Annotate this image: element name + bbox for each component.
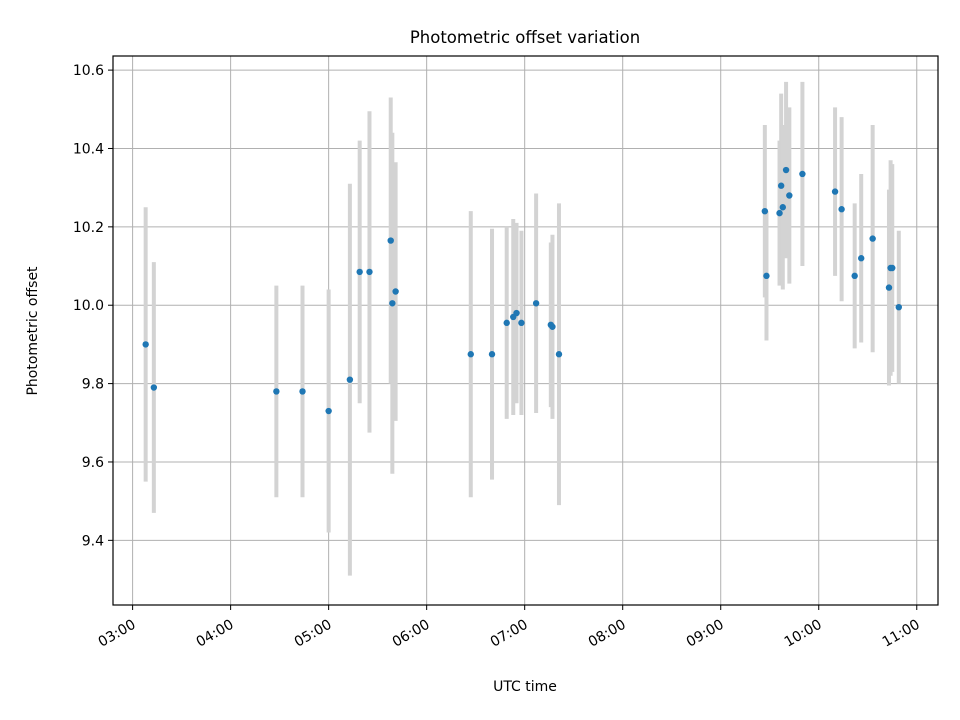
data-point <box>142 341 149 348</box>
chart-title: Photometric offset variation <box>410 28 640 47</box>
data-point <box>518 319 525 327</box>
x-tick-label: 08:00 <box>586 617 629 651</box>
data-point <box>831 188 839 195</box>
data-point <box>885 284 893 291</box>
data-point <box>799 170 806 178</box>
data-point <box>858 255 865 262</box>
y-tick-label: 10.2 <box>73 220 104 236</box>
data-point <box>782 166 790 174</box>
data-point <box>366 268 373 276</box>
data-point <box>503 319 510 327</box>
data-point <box>325 407 332 415</box>
data-point <box>761 207 769 215</box>
x-tick-label: 09:00 <box>684 617 727 651</box>
x-axis-label: UTC time <box>493 679 557 695</box>
data-point <box>549 323 556 330</box>
data-point <box>467 351 474 358</box>
data-point <box>838 206 845 213</box>
data-point <box>387 237 394 244</box>
data-point <box>889 264 896 272</box>
data-point <box>779 204 787 211</box>
x-tick-label: 10:00 <box>782 617 825 651</box>
data-point <box>851 272 858 280</box>
y-axis: 9.4 9.6 9.8 10.0 10.2 10.4 10.6 <box>73 63 113 549</box>
x-tick-label: 07:00 <box>488 617 531 651</box>
y-tick-label: 10.4 <box>73 141 104 157</box>
y-tick-label: 9.6 <box>82 455 104 471</box>
x-tick-label: 11:00 <box>880 617 923 651</box>
data-points <box>142 166 902 415</box>
plot-frame <box>112 55 939 606</box>
x-axis: 03:00 04:00 05:00 06:00 07:00 08:00 09:00 10:00… <box>96 605 923 651</box>
data-point <box>777 182 785 189</box>
data-point <box>273 388 280 395</box>
x-tick-label: 03:00 <box>96 617 139 651</box>
x-tick-label: 05:00 <box>292 617 335 651</box>
data-point <box>356 268 363 276</box>
data-point <box>488 351 496 358</box>
x-tick-label: 06:00 <box>390 617 433 651</box>
data-point <box>895 303 902 311</box>
data-point <box>532 300 540 307</box>
data-point <box>786 192 793 199</box>
error-bars <box>143 81 901 576</box>
x-tick-label: 04:00 <box>194 617 237 651</box>
y-tick-label: 10.0 <box>73 298 104 314</box>
data-point <box>513 309 520 317</box>
y-axis-label: Photometric offset <box>25 266 41 396</box>
grid-lines <box>113 56 938 605</box>
data-point <box>299 388 306 395</box>
data-point <box>776 209 783 217</box>
y-tick-label: 9.8 <box>82 377 104 393</box>
data-point <box>555 351 563 358</box>
y-tick-label: 9.4 <box>82 533 104 549</box>
data-point <box>763 272 770 280</box>
data-point <box>869 235 876 242</box>
data-point <box>346 376 354 383</box>
y-tick-label: 10.6 <box>73 63 104 79</box>
data-point <box>150 384 158 391</box>
data-point <box>389 300 396 307</box>
data-point <box>392 288 399 295</box>
